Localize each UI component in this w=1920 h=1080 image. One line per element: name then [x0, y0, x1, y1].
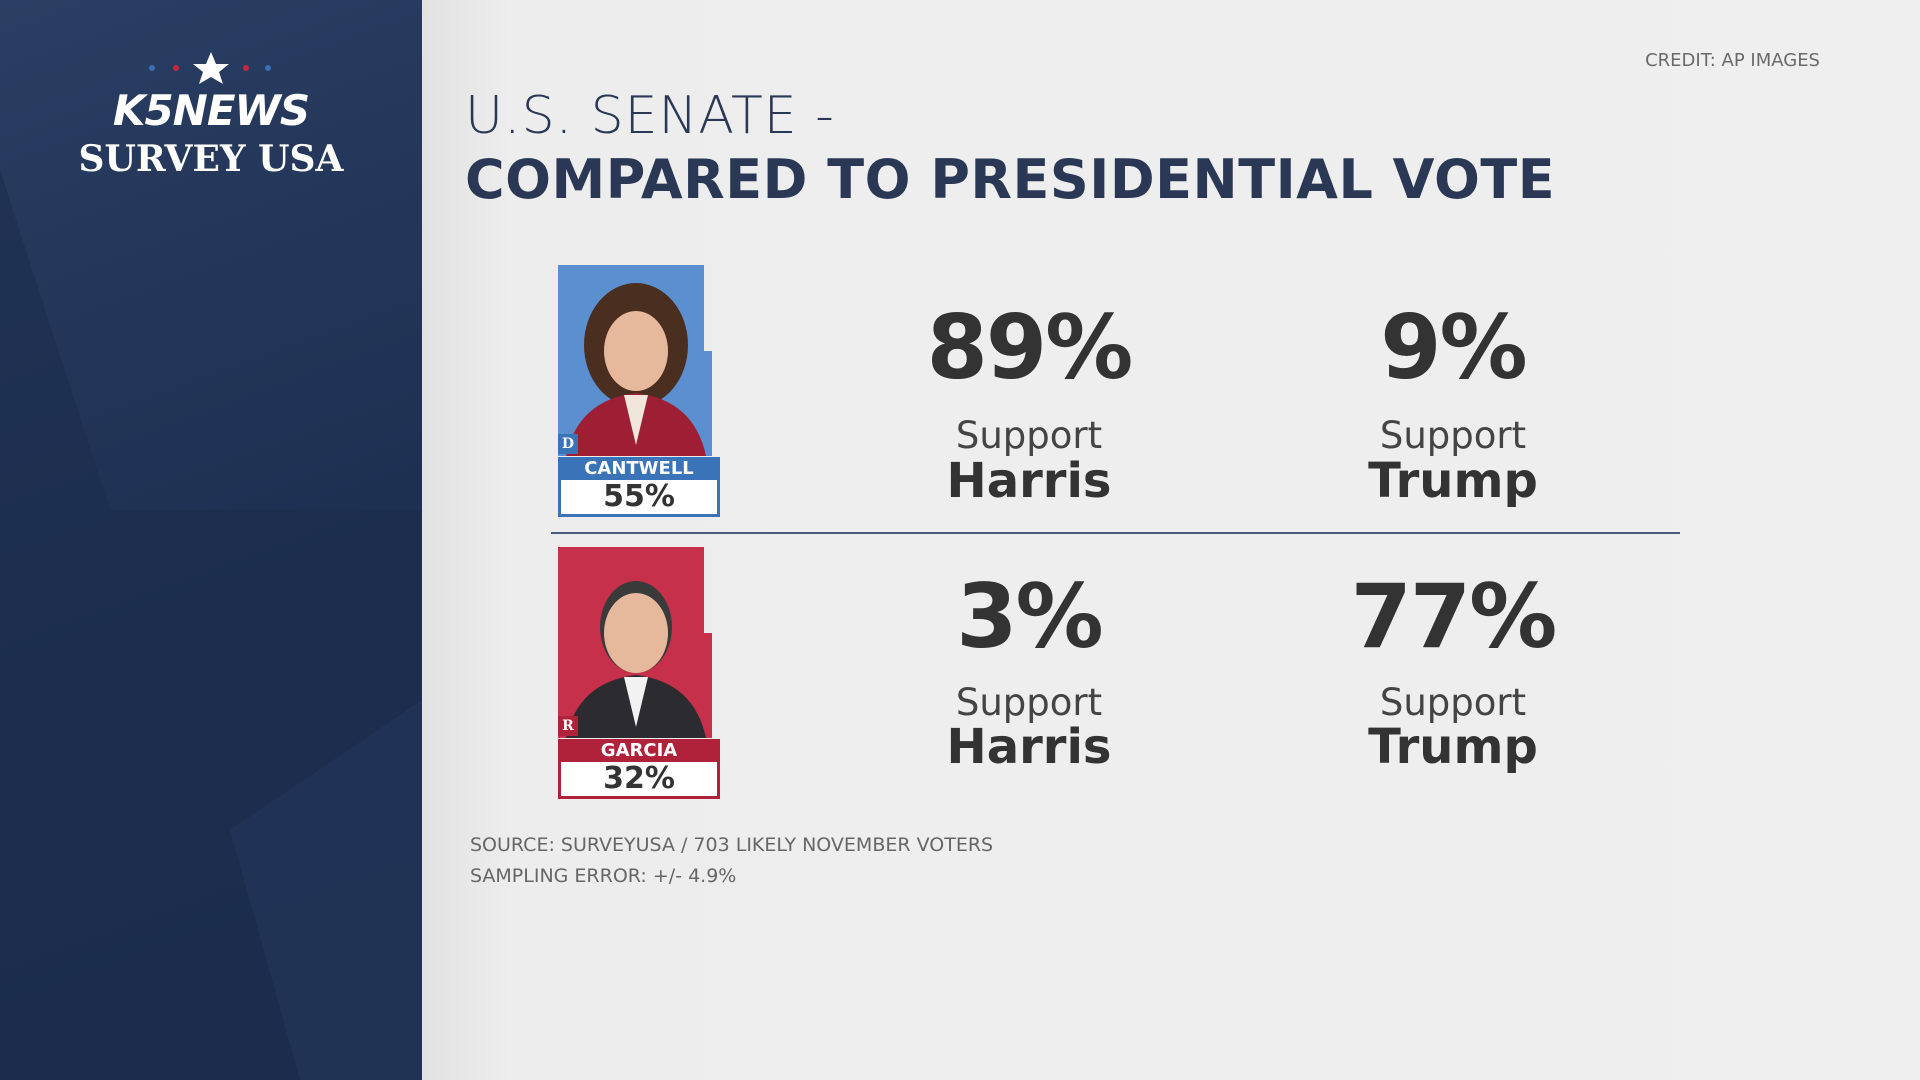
support-percent: 3% — [956, 565, 1103, 668]
credit: CREDIT: AP IMAGES — [1645, 50, 1820, 71]
party-badge: D — [558, 434, 578, 454]
candidate-share: 32% — [558, 762, 720, 799]
support-candidate: Harris — [946, 453, 1112, 509]
logo: K5NEWS — [112, 86, 310, 135]
candidate-photo — [558, 547, 712, 738]
support-candidate: Harris — [946, 719, 1112, 775]
support-label: Support — [1379, 414, 1527, 457]
main-panel — [422, 0, 1920, 1080]
candidate-name: GARCIA — [558, 739, 720, 762]
title-line: COMPARED TO PRESIDENTIAL VOTE — [465, 148, 1556, 211]
source: SAMPLING ERROR: +/- 4.9% — [470, 865, 737, 887]
title-line: U.S. SENATE - — [465, 86, 835, 146]
separator — [551, 532, 1680, 534]
support-candidate: Trump — [1368, 453, 1538, 509]
portrait — [566, 547, 712, 738]
support-percent: 89% — [926, 296, 1134, 399]
support-candidate: Trump — [1368, 719, 1538, 775]
support-label: Support — [955, 681, 1103, 724]
source: SOURCE: SURVEYUSA / 703 LIKELY NOVEMBER … — [470, 834, 994, 856]
side-panel: K5NEWS SURVEY USA — [0, 0, 422, 1080]
support-label: Support — [1379, 681, 1527, 724]
portrait — [566, 265, 712, 456]
side-decoration — [0, 52, 422, 1080]
support-label: Support — [955, 414, 1103, 457]
logo-subtitle: SURVEY USA — [78, 138, 344, 180]
party-badge: R — [558, 716, 578, 736]
support-percent: 77% — [1350, 565, 1558, 668]
candidate-photo — [558, 265, 712, 456]
support-percent: 9% — [1380, 296, 1527, 399]
candidate-share: 55% — [558, 480, 720, 517]
candidate-name: CANTWELL — [558, 457, 720, 480]
